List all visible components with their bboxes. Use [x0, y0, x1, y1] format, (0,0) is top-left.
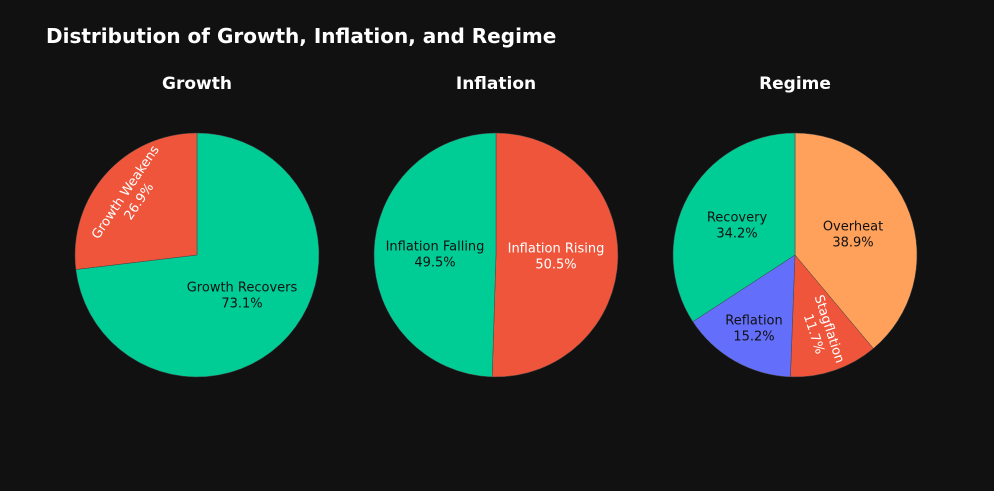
subplot-title-regime: Regime: [759, 74, 831, 94]
slice-label-inflation-falling: Inflation Falling 49.5%: [386, 239, 485, 270]
subplot-title-growth: Growth: [162, 74, 232, 94]
pie-slice-inflation-rising[interactable]: [491, 132, 619, 378]
slice-label-growth-recovers: Growth Recovers 73.1%: [187, 280, 298, 311]
pie-slice-recovery[interactable]: [672, 132, 796, 323]
subplot-title-inflation: Inflation: [456, 74, 536, 94]
slice-label-recovery: Recovery 34.2%: [707, 210, 768, 241]
chart-title: Distribution of Growth, Inflation, and R…: [46, 24, 557, 48]
slice-label-overheat: Overheat 38.9%: [823, 219, 883, 250]
pie-slice-inflation-falling[interactable]: [373, 132, 497, 378]
slice-label-reflation: Reflation 15.2%: [725, 313, 783, 344]
pie-slice-overheat[interactable]: [794, 132, 918, 349]
slice-label-inflation-rising: Inflation Rising 50.5%: [508, 241, 605, 272]
pie-slice-stagflation[interactable]: [790, 254, 874, 378]
pie-slice-growth-recovers[interactable]: [75, 132, 320, 378]
pie-slice-growth-weakens[interactable]: [74, 132, 198, 270]
pie-inflation: Inflation Inflation Rising 50.5% Inflation …: [373, 74, 619, 378]
pie-slice-reflation[interactable]: [692, 254, 796, 378]
